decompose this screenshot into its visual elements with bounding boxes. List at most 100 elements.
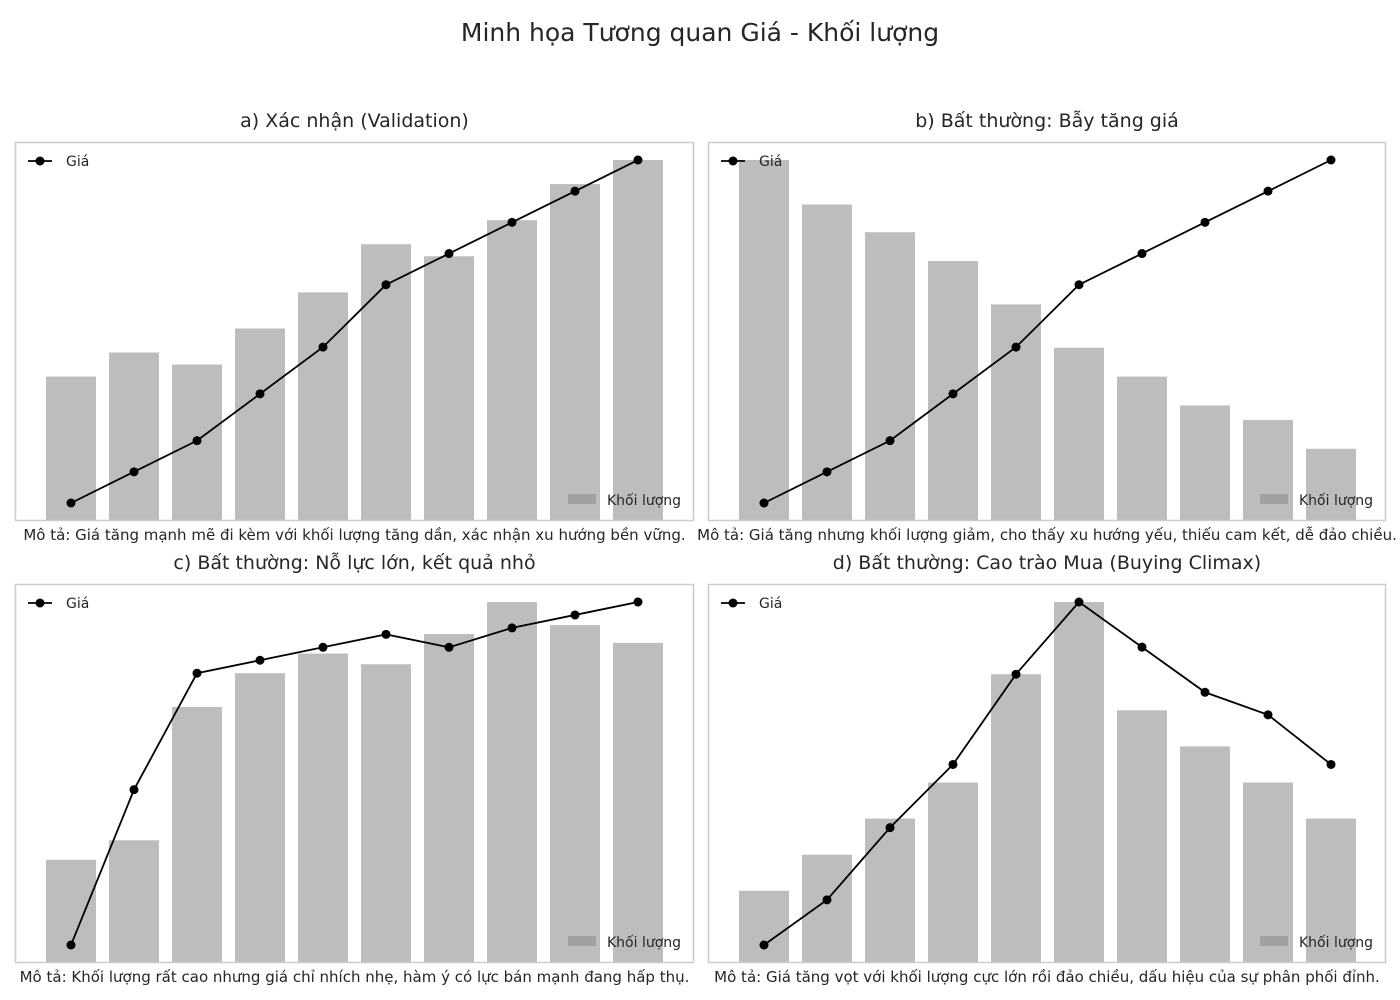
volume-bar xyxy=(298,292,348,521)
price-point xyxy=(1263,710,1273,720)
volume-bar xyxy=(991,304,1041,521)
volume-bar xyxy=(739,160,789,521)
price-point xyxy=(381,280,391,290)
volume-bar xyxy=(1243,782,1293,963)
volume-bar xyxy=(361,664,411,963)
volume-bar xyxy=(865,818,915,963)
price-line xyxy=(763,600,1332,946)
plot-content xyxy=(46,597,663,963)
price-point xyxy=(885,823,895,833)
price-point xyxy=(633,155,643,165)
panel-title: d) Bất thường: Cao trào Mua (Buying Clim… xyxy=(833,552,1261,574)
price-point xyxy=(381,629,391,639)
volume-bar xyxy=(991,674,1041,963)
volume-bar xyxy=(928,782,978,963)
price-point xyxy=(1137,642,1147,652)
panels: a) Xác nhận (Validation) Giá Khối lượng Mô … xyxy=(14,109,1397,986)
legend-patch-icon xyxy=(1260,494,1288,504)
volume-bar xyxy=(1180,405,1230,521)
price-point xyxy=(570,186,580,196)
price-point xyxy=(1263,186,1273,196)
price-point xyxy=(192,668,202,678)
volume-bar xyxy=(1117,710,1167,963)
price-line xyxy=(70,601,639,946)
price-point xyxy=(822,467,832,477)
volume-bar xyxy=(487,602,537,963)
price-point xyxy=(507,217,517,227)
price-point xyxy=(129,467,139,477)
volume-bar xyxy=(487,220,537,521)
legend-volume: Khối lượng xyxy=(1260,492,1373,509)
price-point xyxy=(1011,342,1021,352)
legend-price-label: Giá xyxy=(759,154,782,170)
volume-bar xyxy=(1243,419,1293,521)
volume-bar xyxy=(235,673,285,963)
price-point xyxy=(129,785,139,795)
volume-bar xyxy=(172,706,222,963)
legend-volume-label: Khối lượng xyxy=(607,934,681,951)
price-point xyxy=(507,623,517,633)
plot-frame xyxy=(707,141,1387,522)
price-point xyxy=(66,940,76,950)
figure-title: Minh họa Tương quan Giá - Khối lượng xyxy=(461,18,939,47)
legend-patch-icon xyxy=(568,494,596,504)
panel-description: Mô tả: Khối lượng rất cao nhưng giá chỉ … xyxy=(20,968,690,986)
legend-price-label: Giá xyxy=(66,154,89,170)
legend-price-label: Giá xyxy=(66,596,89,612)
legend-volume: Khối lượng xyxy=(568,934,681,951)
legend-volume-label: Khối lượng xyxy=(1299,934,1373,951)
price-point xyxy=(822,895,832,905)
legend-patch-icon xyxy=(568,936,596,946)
price-point xyxy=(255,389,265,399)
legend-price: Giá xyxy=(721,596,782,612)
price-point xyxy=(759,498,769,508)
price-point xyxy=(759,940,769,950)
legend-volume: Khối lượng xyxy=(1260,934,1373,951)
volume-bar xyxy=(46,376,96,521)
volume-bar xyxy=(1117,376,1167,521)
legend-marker-icon xyxy=(728,598,738,608)
price-point xyxy=(66,498,76,508)
price-point xyxy=(570,610,580,620)
volume-bar xyxy=(865,232,915,521)
price-point xyxy=(318,642,328,652)
price-point xyxy=(318,342,328,352)
legend-patch-icon xyxy=(1260,936,1288,946)
price-point xyxy=(1074,597,1084,607)
price-point xyxy=(1326,759,1336,769)
legend-volume-label: Khối lượng xyxy=(607,492,681,509)
price-point xyxy=(192,436,202,446)
price-point xyxy=(255,655,265,665)
price-line xyxy=(70,159,639,504)
volume-bar xyxy=(424,256,474,521)
panel-description: Mô tả: Giá tăng vọt với khối lượng cực l… xyxy=(714,968,1380,986)
legend-price: Giá xyxy=(721,154,782,170)
volume-bar xyxy=(739,890,789,963)
volume-bar xyxy=(235,328,285,521)
chart-panel-4: d) Bất thường: Cao trào Mua (Buying Clim… xyxy=(707,552,1387,986)
volume-bar xyxy=(361,244,411,521)
volume-bar xyxy=(424,634,474,963)
volume-bar xyxy=(613,642,663,963)
plot-content xyxy=(46,155,663,521)
volume-bar xyxy=(550,625,600,963)
legend-marker-icon xyxy=(35,156,45,166)
plot-frame xyxy=(14,141,695,522)
plot-content xyxy=(739,597,1356,963)
price-point xyxy=(1137,249,1147,259)
volume-bar xyxy=(550,184,600,521)
price-point xyxy=(885,436,895,446)
legend-marker-icon xyxy=(728,156,738,166)
price-point xyxy=(948,389,958,399)
price-point xyxy=(1074,280,1084,290)
price-point xyxy=(1200,217,1210,227)
volume-bar xyxy=(613,160,663,521)
panel-description: Mô tả: Giá tăng nhưng khối lượng giảm, c… xyxy=(697,526,1397,544)
price-point xyxy=(1200,687,1210,697)
panel-title: a) Xác nhận (Validation) xyxy=(240,110,469,132)
panel-description: Mô tả: Giá tăng mạnh mẽ đi kèm với khối … xyxy=(23,526,685,544)
legend-volume-label: Khối lượng xyxy=(1299,492,1373,509)
legend-price: Giá xyxy=(28,596,89,612)
volume-bar xyxy=(802,854,852,963)
